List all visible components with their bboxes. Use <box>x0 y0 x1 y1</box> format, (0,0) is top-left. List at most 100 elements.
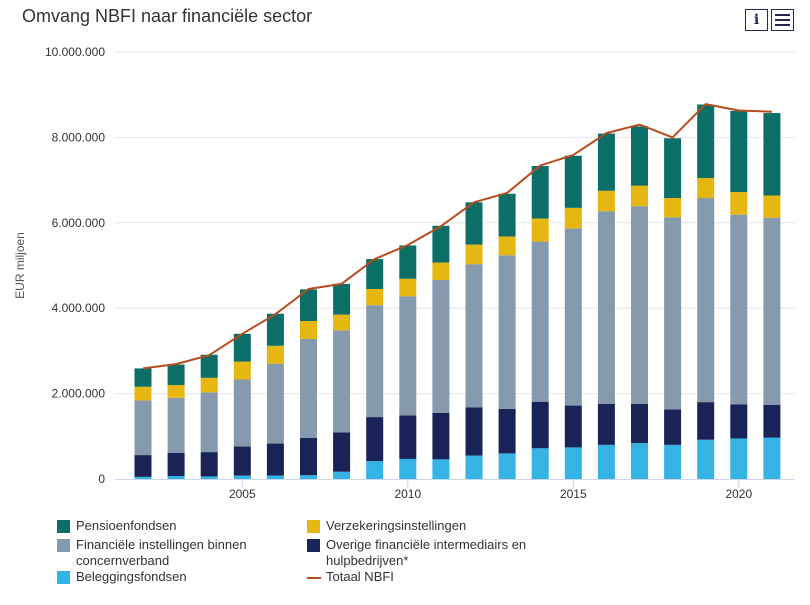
bar-segment <box>498 453 516 479</box>
bar-segment <box>432 280 450 413</box>
bar-segment <box>200 452 218 477</box>
bar-segment <box>664 409 682 445</box>
bar-segment <box>399 415 417 459</box>
bar-segment <box>266 443 284 476</box>
x-tick-label: 2020 <box>725 487 752 501</box>
chart-title: Omvang NBFI naar financiële sector <box>22 6 313 26</box>
hamburger-menu-icon <box>775 14 790 26</box>
bar-segment <box>167 385 185 398</box>
bar-segment <box>730 192 748 215</box>
legend-line-swatch <box>307 577 321 579</box>
bar-segment <box>664 444 682 479</box>
chart-menu-button[interactable] <box>771 9 794 31</box>
bar-segment <box>531 401 549 449</box>
legend-item-overige-financiele-intermediairs[interactable]: Overige financiële intermediairs en hulp… <box>307 537 532 569</box>
bar-segment <box>597 211 615 404</box>
bar-segment <box>531 241 549 402</box>
bar-segment <box>333 471 351 479</box>
bar-segment <box>366 259 384 289</box>
bar-segment <box>631 403 648 444</box>
bar-segment <box>631 126 648 186</box>
info-button[interactable]: i <box>745 9 768 31</box>
bar-segment <box>200 354 218 378</box>
bar-segment <box>266 363 284 444</box>
legend-swatch <box>307 520 320 533</box>
bar-segment <box>333 283 351 315</box>
bar-segment <box>763 437 781 479</box>
bar-segment <box>266 313 284 346</box>
bar-segment <box>697 198 715 403</box>
bar-segment <box>465 202 483 245</box>
bar-segment <box>664 198 682 218</box>
x-tick-label: 2010 <box>394 487 421 501</box>
bar-segment <box>697 104 715 178</box>
bar-segment <box>399 245 417 279</box>
legend-item-beleggingsfondsen[interactable]: Beleggingsfondsen <box>57 569 287 585</box>
bar-segment <box>134 386 152 401</box>
bar-segment <box>597 190 615 212</box>
legend-swatch <box>57 539 70 552</box>
bar-segment <box>564 207 582 229</box>
bar-segment <box>200 392 218 453</box>
bar-segment <box>631 206 648 404</box>
bar-segment <box>233 475 251 479</box>
bar-segment <box>233 361 251 380</box>
bar-segment <box>167 364 185 386</box>
info-icon: i <box>753 12 760 28</box>
bar-segment <box>763 404 781 438</box>
bar-segment <box>300 475 317 479</box>
bar-segment <box>134 368 152 387</box>
bar-segment <box>498 408 516 454</box>
bar-segment <box>664 217 682 410</box>
bar-segment <box>233 333 251 362</box>
bar-segment <box>300 289 317 322</box>
legend-label: Overige financiële intermediairs en hulp… <box>326 537 527 568</box>
bar-segment <box>564 155 582 208</box>
bar-segment <box>465 264 483 408</box>
bar-segment <box>366 288 384 306</box>
totaal-nbfi-line <box>142 103 772 370</box>
bar-segment <box>531 166 549 219</box>
bar-segment <box>531 448 549 479</box>
legend-swatch <box>307 539 320 552</box>
legend-item-financiele-instellingen[interactable]: Financiële instellingen binnen concernve… <box>57 537 282 569</box>
bar-segment <box>200 476 218 479</box>
x-tick-label: 2015 <box>560 487 587 501</box>
bar-segment <box>333 314 351 331</box>
bar-segment <box>697 439 715 479</box>
bar-segment <box>134 455 152 477</box>
y-tick-label: 0 <box>98 472 105 486</box>
legend-label: Pensioenfondsen <box>76 518 177 533</box>
legend-swatch <box>57 571 70 584</box>
bar-segment <box>631 443 648 479</box>
legend-item-totaal-nbfi[interactable]: Totaal NBFI <box>307 569 537 585</box>
bar-segment <box>233 379 251 447</box>
bar-segment <box>432 412 450 460</box>
bar-segment <box>564 405 582 448</box>
bar-segment <box>366 305 384 418</box>
bar-segment <box>399 278 417 297</box>
bar-segment <box>399 296 417 416</box>
y-axis-label: EUR miljoen <box>13 232 27 299</box>
chart-plot: 0 2.000.000 4.000.000 6.000.000 8.000.000 10.… <box>13 45 795 501</box>
bar-segment <box>498 193 516 237</box>
bar-segment <box>730 214 748 405</box>
bar-segment <box>300 438 317 476</box>
bar-segment <box>498 236 516 256</box>
bar-segment <box>697 402 715 440</box>
bar-segment <box>730 438 748 479</box>
bar-segment <box>266 475 284 479</box>
legend-item-pensioenfondsen[interactable]: Pensioenfondsen <box>57 518 287 534</box>
bar-segment <box>432 459 450 479</box>
legend-label: Financiële instellingen binnen concernve… <box>76 537 247 568</box>
bar-segment <box>432 262 450 281</box>
legend-label: Beleggingsfondsen <box>76 569 187 584</box>
bar-segment <box>134 476 152 479</box>
x-tick-label: 2005 <box>229 487 256 501</box>
bar-segment <box>498 255 516 409</box>
bar-segment <box>697 177 715 199</box>
bar-segment <box>200 377 218 393</box>
bar-segment <box>465 244 483 265</box>
bar-segment <box>233 446 251 476</box>
legend-item-verzekeringsinstellingen[interactable]: Verzekeringsinstellingen <box>307 518 537 534</box>
